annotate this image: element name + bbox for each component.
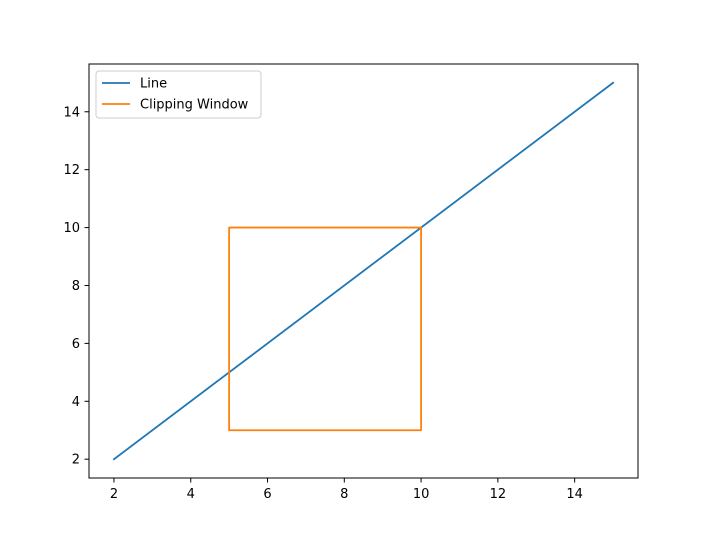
x-tick-label: 8 [340,487,348,502]
legend-box [95,70,262,119]
y-tick-label: 14 [63,105,80,120]
x-tick-label: 14 [566,487,583,502]
y-tick-label: 12 [63,163,80,178]
y-tick-label: 6 [72,337,80,352]
legend-label-1: Clipping Window [140,98,249,113]
y-tick-label: 4 [72,395,80,410]
series-line-1 [228,226,422,432]
y-tick-label: 8 [72,279,80,294]
axes-frame [88,63,639,479]
x-tick-label: 6 [263,487,271,502]
plot-area [88,63,639,479]
legend-label-0: Line [140,77,167,92]
x-tick-label: 2 [110,487,118,502]
x-tick-label: 4 [187,487,195,502]
y-tick-label: 2 [72,453,80,468]
legend: Line Clipping Window [95,70,262,119]
x-axis: 2 4 6 8 10 12 14 [110,478,583,502]
x-tick-label: 10 [413,487,430,502]
x-tick-label: 12 [490,487,507,502]
y-tick-label: 10 [63,221,80,236]
series-line-0 [112,81,615,461]
y-axis: 2 4 6 8 10 12 14 [63,105,89,468]
